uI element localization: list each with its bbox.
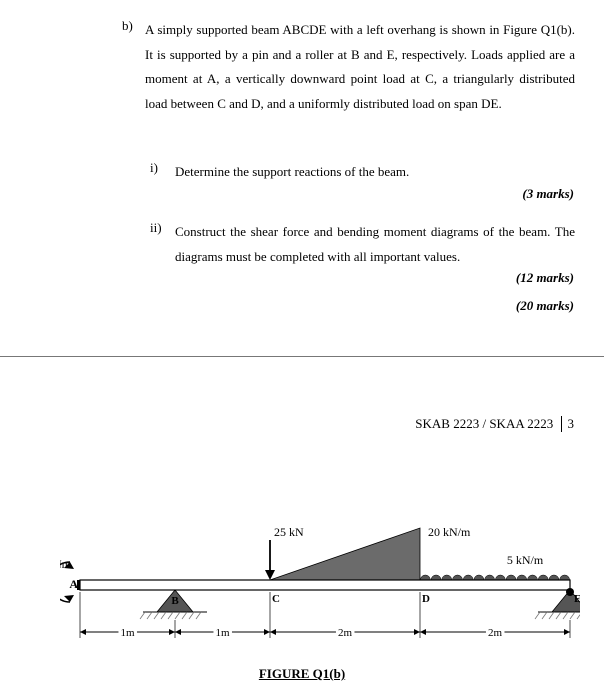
svg-text:2m: 2m <box>488 627 503 639</box>
course-code: SKAB 2223 / SKAA 2223 <box>415 416 553 431</box>
svg-text:D: D <box>422 593 430 605</box>
sub-i-label: i) <box>150 160 158 176</box>
svg-text:C: C <box>272 593 280 605</box>
page-divider <box>0 356 604 357</box>
svg-text:E: E <box>574 593 580 605</box>
svg-text:20 kN/m: 20 kN/m <box>428 525 471 539</box>
part-b-label: b) <box>122 18 133 34</box>
sub-i-text: Determine the support reactions of the b… <box>175 160 575 185</box>
question-main-text: A simply supported beam ABCDE with a lef… <box>145 18 575 117</box>
course-header: SKAB 2223 / SKAA 2223 3 <box>415 416 574 432</box>
page-number: 3 <box>561 416 575 432</box>
sub-ii-marks: (12 marks) <box>516 270 574 286</box>
beam-diagram-svg: 1m 1m 2m 2m 20 kNm 25 kN 20 kN/m 5 kN/m A B C D E <box>60 482 580 662</box>
sub-i-marks: (3 marks) <box>522 186 574 202</box>
svg-text:B: B <box>171 595 179 607</box>
svg-text:1m: 1m <box>120 627 135 639</box>
svg-text:25 kN: 25 kN <box>274 525 304 539</box>
svg-text:20 kNm: 20 kNm <box>60 557 72 571</box>
figure-caption: FIGURE Q1(b) <box>0 666 604 682</box>
svg-text:A: A <box>69 577 78 591</box>
svg-text:2m: 2m <box>338 627 353 639</box>
total-marks: (20 marks) <box>516 298 574 314</box>
svg-text:1m: 1m <box>215 627 230 639</box>
sub-ii-text: Construct the shear force and bending mo… <box>175 220 575 269</box>
svg-text:5 kN/m: 5 kN/m <box>507 553 544 567</box>
figure-q1b: 1m 1m 2m 2m 20 kNm 25 kN 20 kN/m 5 kN/m A B C D E <box>60 482 580 662</box>
sub-ii-label: ii) <box>150 220 162 236</box>
